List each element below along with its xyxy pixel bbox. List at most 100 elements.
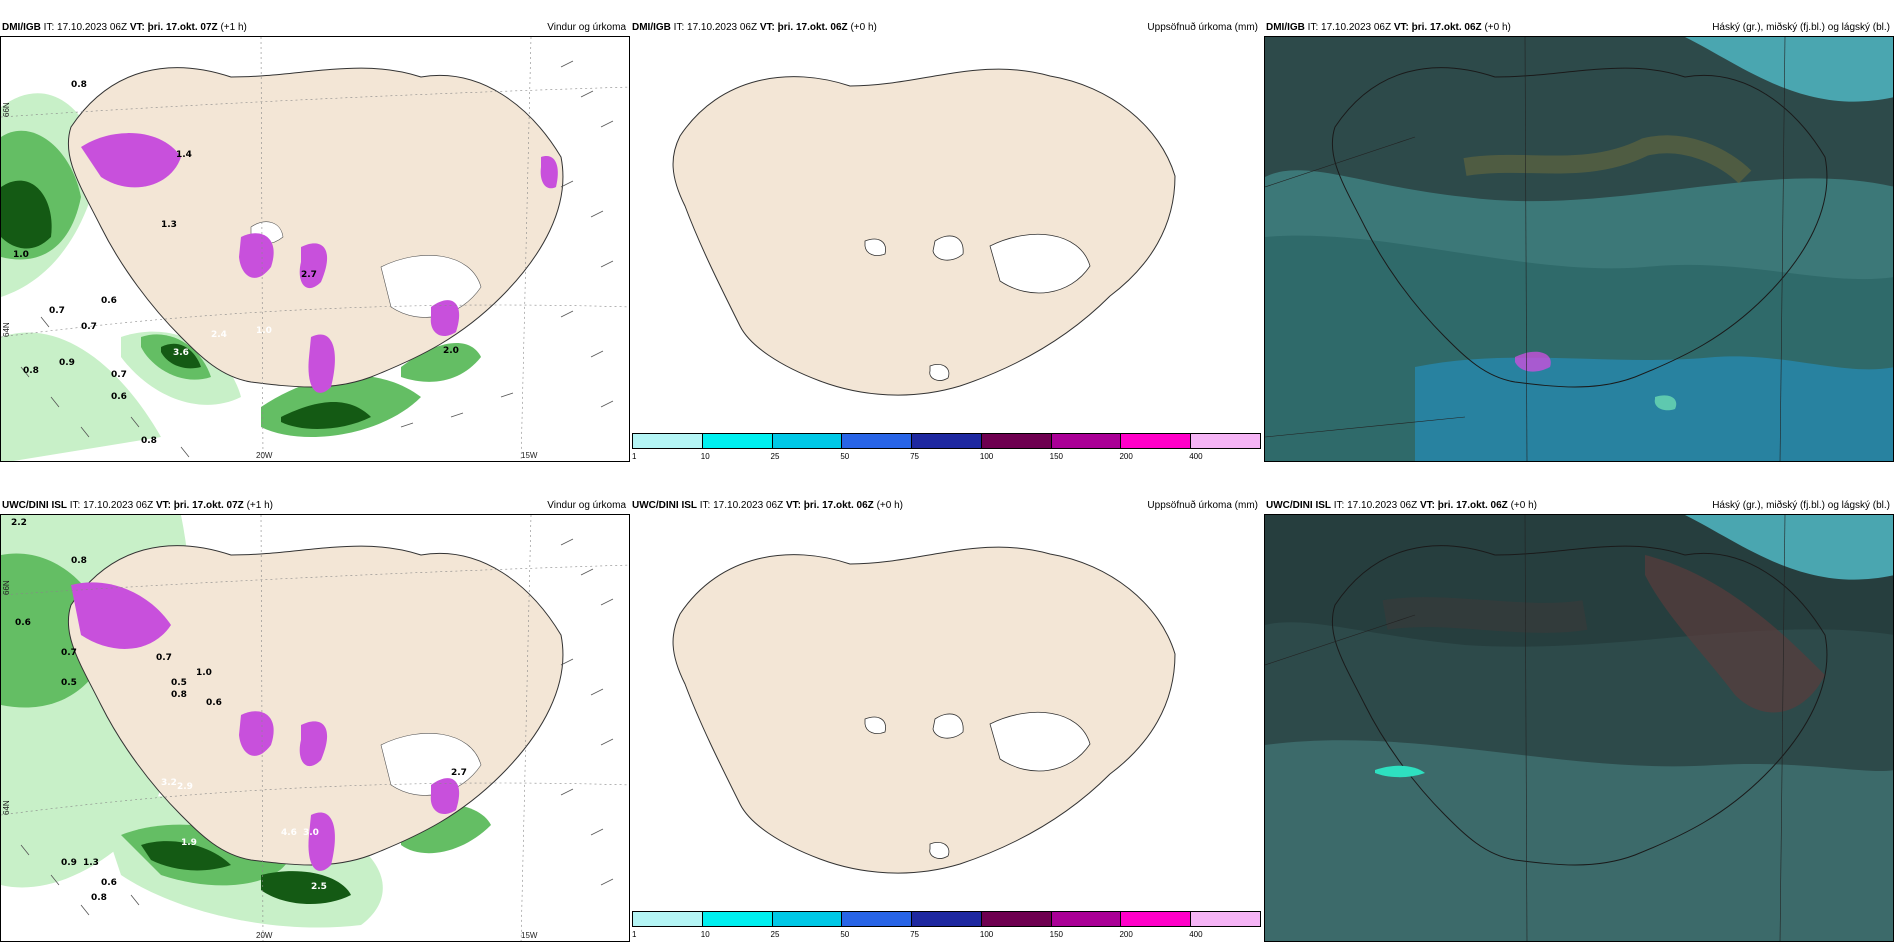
valid-time: VT: þri. 17.okt. 06Z (785, 500, 874, 511)
colorbar-segment (1120, 433, 1192, 449)
model-name: DMI/IGB (2, 22, 41, 33)
precip-value-label: 0.7 (61, 648, 77, 658)
colorbar-segment (1050, 433, 1122, 449)
map-frame[interactable]: 20W 15W 66N 64N 0.8 1.0 0.7 0.6 0.7 0.8 0.9 0.7… (0, 36, 630, 462)
precip-value-label: 0.8 (71, 556, 87, 566)
panel-header: DMI/IGB IT: 17.10.2023 06Z VT: þri. 17.o… (1266, 22, 1511, 33)
colorbar-segment (980, 911, 1052, 927)
colorbar-tick-label: 150 (1049, 452, 1064, 461)
lon-label-15w: 15W (521, 451, 538, 460)
colorbar-segment (911, 433, 982, 449)
precip-value-label: 2.4 (211, 330, 227, 340)
colorbar-tick-label: 25 (770, 452, 780, 461)
precip-value-label: 0.6 (101, 878, 117, 888)
model-name: DMI/IGB (632, 22, 671, 33)
valid-time: VT: þri. 17.okt. 06Z (1419, 500, 1508, 511)
iceland-outline (672, 546, 1176, 874)
colorbar-segment (632, 911, 703, 927)
precip-value-label: 2.9 (177, 782, 193, 792)
map-frame[interactable] (630, 514, 1262, 908)
valid-time: VT: þri. 17.okt. 07Z (129, 22, 218, 33)
precip-value-label: 0.6 (15, 618, 31, 628)
precip-value-label: 3.6 (173, 348, 189, 358)
panel-wind-precip-dmi: DMI/IGB IT: 17.10.2023 06Z VT: þri. 17.o… (0, 0, 630, 470)
map-frame[interactable] (1264, 36, 1894, 462)
precip-value-label: 1.0 (256, 326, 272, 336)
colorbar-segment (701, 911, 773, 927)
colorbar: 1 10 25 50 75 100 150 200 400 (632, 433, 1261, 463)
precip-value-label: 0.5 (61, 678, 77, 688)
precip-value-label: 4.6 (281, 828, 297, 838)
colorbar-tick-label: 400 (1189, 930, 1203, 939)
colorbar-segment (771, 433, 843, 449)
panel-header: UWC/DINI ISL IT: 17.10.2023 06Z VT: þri.… (1266, 500, 1537, 511)
precip-value-label: 0.8 (91, 893, 107, 903)
valid-time: VT: þri. 17.okt. 06Z (759, 22, 848, 33)
colorbar-tick-label: 10 (700, 930, 710, 939)
lat-label-64n: 64N (2, 322, 11, 337)
precip-value-label: 0.7 (49, 306, 65, 316)
panel-header: DMI/IGB IT: 17.10.2023 06Z VT: þri. 17.o… (632, 22, 877, 33)
panel-header: UWC/DINI ISL IT: 17.10.2023 06Z VT: þri.… (632, 500, 903, 511)
map-frame[interactable]: 20W 15W 66N 64N 2.2 0.8 0.6 0.7 0.5 0.7 0.5 1.0… (0, 514, 630, 942)
panel-header: UWC/DINI ISL IT: 17.10.2023 06Z VT: þri.… (2, 500, 273, 511)
precip-value-label: 1.0 (13, 250, 29, 260)
precip-value-label: 1.4 (176, 150, 192, 160)
colorbar-tick-label: 1 (632, 930, 637, 939)
map-frame[interactable] (1264, 514, 1894, 942)
precip-value-label: 1.0 (196, 668, 212, 678)
panel-title: Uppsöfnuð úrkoma (mm) (1147, 500, 1258, 511)
precip-value-label: 0.5 (171, 678, 187, 688)
precip-value-label: 2.0 (443, 346, 459, 356)
model-name: UWC/DINI ISL (1266, 500, 1331, 511)
lat-label-66n: 66N (2, 580, 11, 595)
colorbar-segment (911, 911, 982, 927)
precip-value-label: 0.8 (71, 80, 87, 90)
map-frame[interactable] (630, 36, 1262, 430)
panel-header: DMI/IGB IT: 17.10.2023 06Z VT: þri. 17.o… (2, 22, 247, 33)
colorbar-segment (632, 433, 703, 449)
colorbar-tick-label: 200 (1119, 452, 1133, 461)
panel-title: Háský (gr.), miðský (fj.bl.) og lágský (… (1712, 22, 1890, 33)
panel-title: Vindur og úrkoma (547, 22, 626, 33)
precip-value-label: 0.8 (171, 690, 187, 700)
colorbar-tick-label: 50 (840, 452, 850, 461)
colorbar-tick-label: 75 (910, 452, 920, 461)
colorbar-segment (980, 433, 1052, 449)
panel-clouds-uwc: UWC/DINI ISL IT: 17.10.2023 06Z VT: þri.… (1264, 480, 1894, 950)
precip-value-label: 1.9 (181, 838, 197, 848)
colorbar-tick-label: 10 (700, 452, 710, 461)
colorbar-segment (771, 911, 843, 927)
panel-clouds-dmi: DMI/IGB IT: 17.10.2023 06Z VT: þri. 17.o… (1264, 0, 1894, 470)
colorbar-segment (1190, 433, 1261, 449)
colorbar-segment (701, 433, 773, 449)
precip-value-label: 0.6 (111, 392, 127, 402)
lon-label-15w: 15W (521, 931, 538, 940)
lon-label-20w: 20W (256, 931, 273, 940)
valid-time: VT: þri. 17.okt. 06Z (1393, 22, 1482, 33)
precip-value-label: 1.3 (161, 220, 177, 230)
model-name: UWC/DINI ISL (632, 500, 697, 511)
colorbar-tick-label: 100 (979, 452, 994, 461)
colorbar-segment (841, 433, 913, 449)
colorbar: 1 10 25 50 75 100 150 200 400 (632, 911, 1261, 941)
lon-label-20w: 20W (256, 451, 273, 460)
colorbar-tick-label: 75 (910, 930, 920, 939)
precip-value-label: 0.7 (81, 322, 97, 332)
panel-title: Vindur og úrkoma (547, 500, 626, 511)
colorbar-tick-label: 400 (1189, 452, 1203, 461)
model-name: DMI/IGB (1266, 22, 1305, 33)
panel-accum-precip-uwc: UWC/DINI ISL IT: 17.10.2023 06Z VT: þri.… (630, 480, 1262, 950)
precip-value-label: 2.7 (301, 270, 317, 280)
valid-time: VT: þri. 17.okt. 07Z (155, 500, 244, 511)
panel-wind-precip-uwc: UWC/DINI ISL IT: 17.10.2023 06Z VT: þri.… (0, 480, 630, 950)
colorbar-tick-label: 25 (770, 930, 780, 939)
precip-value-label: 0.8 (23, 366, 39, 376)
colorbar-segment (1190, 911, 1261, 927)
colorbar-tick-label: 200 (1119, 930, 1133, 939)
colorbar-tick-label: 50 (840, 930, 850, 939)
precip-value-label: 0.7 (111, 370, 127, 380)
colorbar-tick-label: 100 (979, 930, 994, 939)
precip-value-label: 0.9 (61, 858, 77, 868)
precip-value-label: 0.6 (101, 296, 117, 306)
